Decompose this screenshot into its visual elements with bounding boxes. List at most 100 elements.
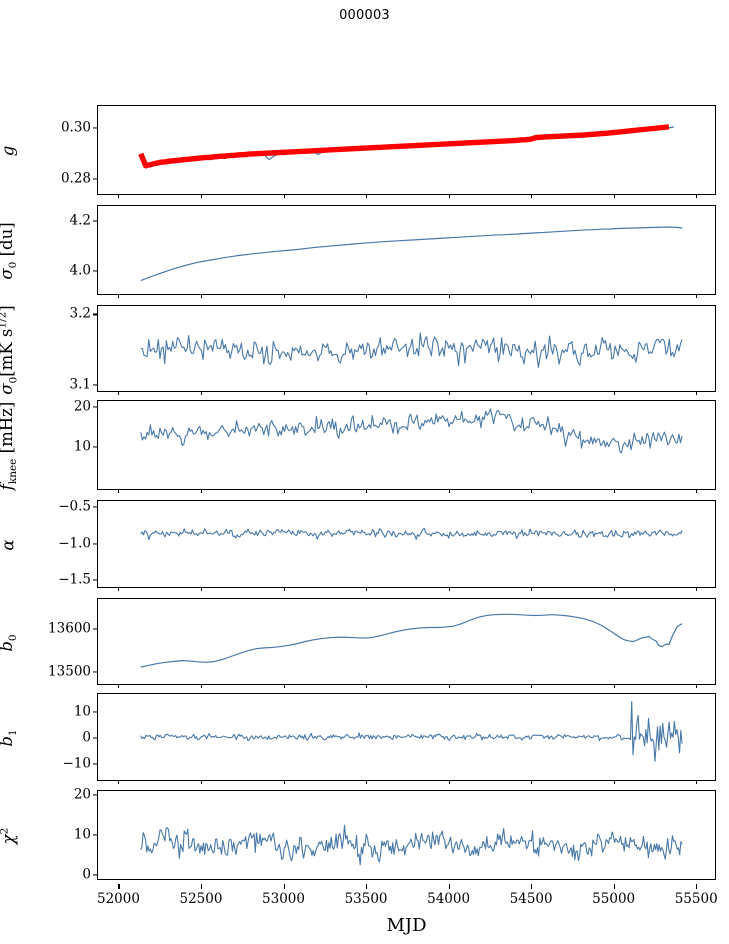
x-minor-tick (200, 295, 202, 298)
series-g-smoothed (138, 124, 670, 169)
x-minor-tick (531, 490, 533, 493)
x-minor-tick (531, 781, 533, 784)
y-tick-mark (93, 384, 98, 386)
y-tick-label: −0.5 (58, 498, 91, 515)
x-minor-tick (366, 588, 368, 591)
series-sigma0 (140, 226, 683, 282)
x-minor-tick (118, 295, 120, 298)
x-tick-mark (531, 884, 533, 889)
data-plot-sigma0_mK (140, 332, 683, 368)
y-tick-mark (93, 628, 98, 630)
x-minor-tick (696, 588, 698, 591)
x-minor-tick (118, 588, 120, 591)
panel-b1: 10 0 −10 b1 (0, 693, 716, 781)
x-tick-label: 54000 (427, 891, 471, 907)
data-plot-chi2 (140, 824, 683, 866)
x-tick-label: 53000 (262, 891, 305, 907)
x-minor-tick (283, 588, 285, 591)
y-tick-mark (93, 542, 98, 545)
x-minor-tick (366, 490, 368, 493)
x-minor-tick (531, 195, 533, 198)
x-minor-tick (696, 781, 698, 784)
y-axis-label-alpha: α (0, 539, 18, 551)
x-minor-tick (200, 685, 202, 688)
y-tick-label: 20 (73, 398, 91, 415)
x-minor-tick (531, 392, 533, 395)
x-minor-tick (200, 490, 202, 493)
y-tick-mark (93, 220, 98, 222)
data-plot-gain (138, 124, 674, 169)
y-tick-mark (93, 127, 98, 129)
x-minor-tick (448, 392, 450, 395)
y-tick-label: 13600 (48, 619, 91, 636)
x-minor-tick (448, 195, 450, 198)
x-minor-tick (366, 195, 368, 198)
y-tick-mark (93, 579, 98, 581)
series-b0 (140, 613, 683, 668)
y-tick-label: 13500 (48, 663, 91, 680)
y-tick-mark (93, 671, 98, 673)
y-axis-label-b0: b0 (0, 633, 20, 651)
x-minor-tick (118, 195, 120, 198)
y-tick-label: 10 (73, 703, 91, 720)
y-tick-label: 10 (73, 438, 91, 455)
data-plot-b0 (140, 613, 683, 668)
x-tick-mark (283, 884, 285, 889)
y-tick-mark (93, 874, 98, 876)
x-minor-tick (283, 392, 285, 395)
y-tick-label: 3.1 (69, 375, 91, 392)
y-tick-mark (93, 834, 98, 836)
panel-chi2: 0 10 20 χ2 (0, 788, 716, 881)
x-axis-label: MJD (386, 915, 427, 936)
x-minor-tick (613, 295, 615, 298)
y-tick-mark (93, 711, 98, 713)
y-tick-mark (93, 737, 98, 739)
x-minor-tick (448, 685, 450, 688)
y-tick-mark (93, 763, 98, 765)
y-tick-mark (93, 178, 98, 180)
x-tick-label: 55000 (592, 891, 636, 907)
x-minor-tick (200, 195, 202, 198)
panel-fknee: 10 20 fknee [mHz] (0, 400, 716, 490)
x-tick-mark (118, 884, 120, 889)
y-tick-label: 4.0 (69, 262, 91, 279)
x-minor-tick (366, 685, 368, 688)
y-tick-label: −1.5 (58, 571, 91, 588)
x-minor-tick (448, 588, 450, 591)
x-minor-tick (366, 295, 368, 298)
x-minor-tick (531, 685, 533, 688)
data-plot-b1 (140, 701, 683, 762)
data-plot-alpha (140, 527, 683, 541)
x-minor-tick (118, 490, 120, 493)
x-minor-tick (696, 295, 698, 298)
x-minor-tick (283, 685, 285, 688)
x-minor-tick (366, 781, 368, 784)
x-minor-tick (531, 588, 533, 591)
x-minor-tick (118, 685, 120, 688)
series-chi2 (140, 824, 683, 866)
y-tick-label: 4.2 (69, 212, 91, 229)
x-minor-tick (448, 781, 450, 784)
x-tick-mark (613, 884, 615, 889)
x-minor-tick (613, 685, 615, 688)
y-tick-label: 0.28 (60, 170, 91, 187)
x-tick-mark (696, 884, 698, 889)
series-alpha (140, 527, 683, 541)
y-tick-mark (93, 270, 98, 272)
y-tick-mark (93, 506, 98, 508)
series-sigma0_mK (140, 332, 683, 368)
data-plot-f_knee (140, 408, 683, 454)
x-minor-tick (613, 781, 615, 784)
panel-alpha: −0.5 −1.0 −1.5 α (0, 500, 716, 588)
y-axis-label-chi2: χ2 (0, 828, 18, 845)
y-axis-label-sigma0-du: σ0 [du] (0, 222, 20, 279)
x-minor-tick (283, 295, 285, 298)
x-tick-label: 52000 (96, 891, 140, 907)
x-minor-tick (613, 490, 615, 493)
x-minor-tick (613, 392, 615, 395)
y-tick-label: −10 (62, 755, 92, 772)
x-minor-tick (283, 781, 285, 784)
x-minor-tick (696, 392, 698, 395)
x-minor-tick (531, 295, 533, 298)
figure-title: 000003 (339, 8, 390, 23)
